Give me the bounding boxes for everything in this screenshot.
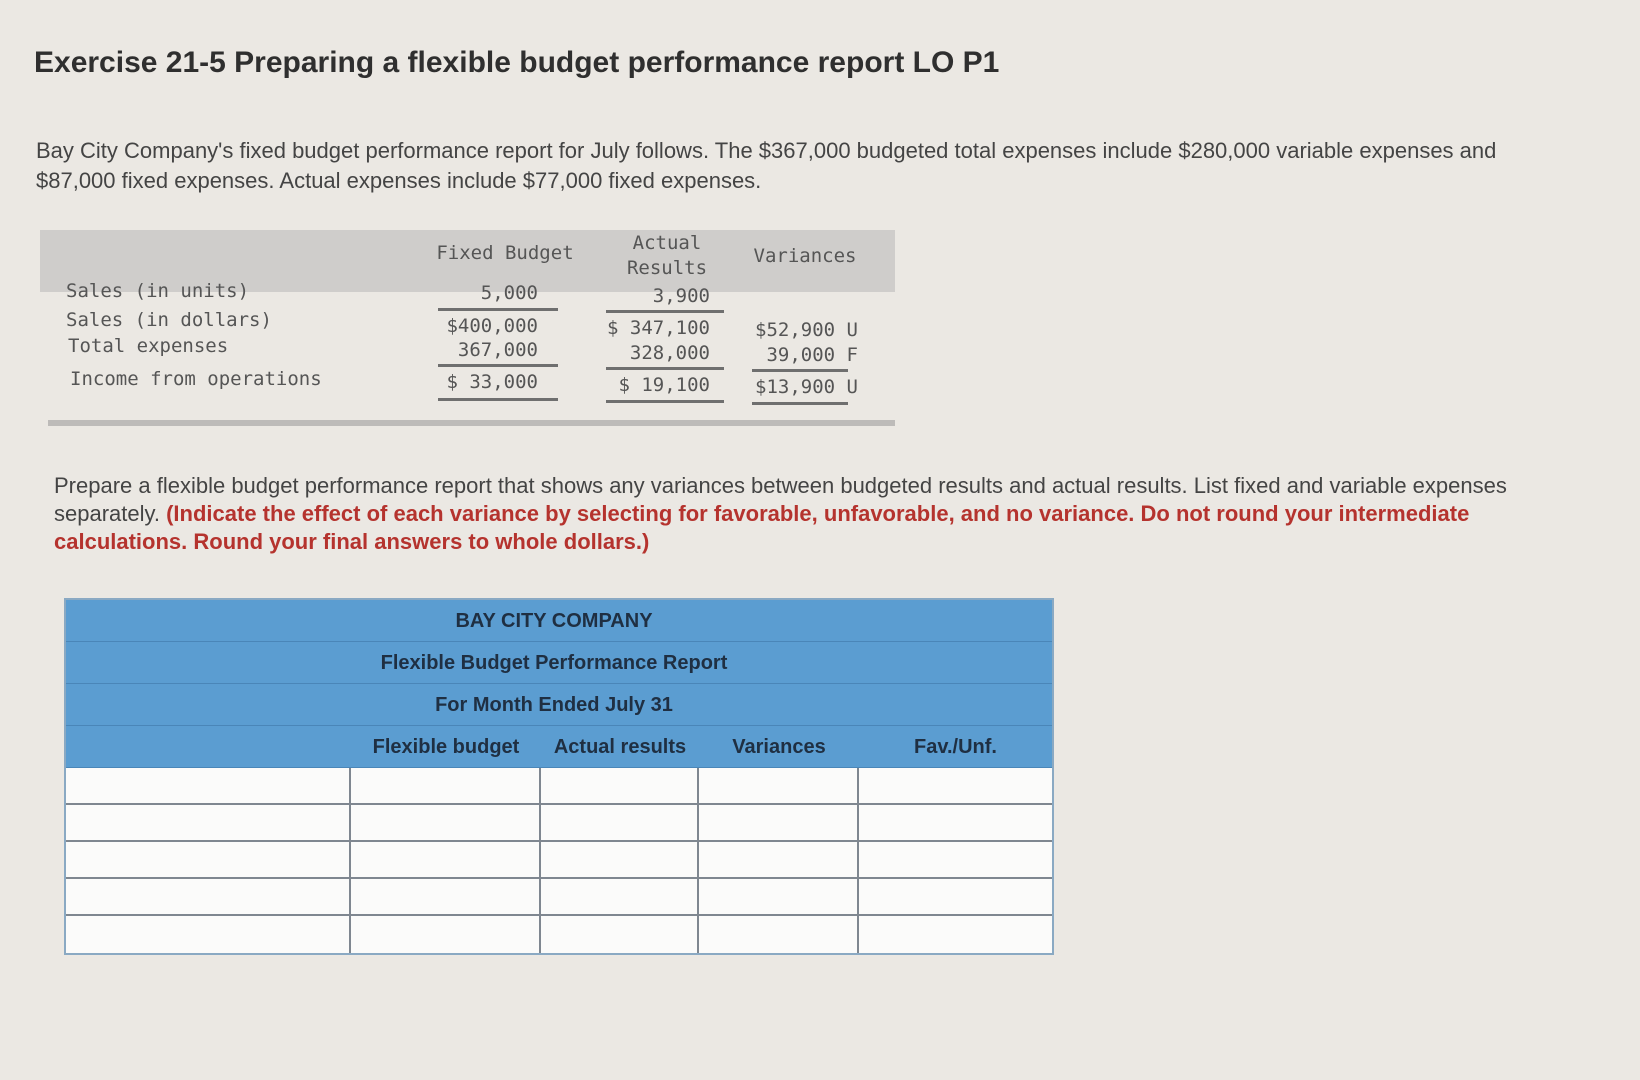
row-label-input[interactable] bbox=[66, 768, 349, 803]
fav-unf-select[interactable] bbox=[859, 768, 1052, 803]
fixed-income: $ 33,000 bbox=[446, 371, 538, 393]
table-row bbox=[66, 805, 1052, 842]
column-actual-results: Actual results bbox=[553, 736, 687, 758]
rule-fixed-1 bbox=[438, 308, 558, 311]
actual-results-input[interactable] bbox=[541, 805, 697, 840]
flexible-budget-input[interactable] bbox=[351, 768, 539, 803]
column-flexible-budget: Flexible budget bbox=[372, 736, 520, 758]
intro-text: Bay City Company's fixed budget performa… bbox=[36, 138, 1497, 193]
actual-results-input[interactable] bbox=[541, 916, 697, 953]
variance-sales-dollars: $52,900 U bbox=[755, 319, 858, 341]
row-label-sales-units: Sales (in units) bbox=[66, 280, 250, 302]
variances-input[interactable] bbox=[699, 805, 857, 840]
header-actual-line1: Actual bbox=[632, 232, 702, 254]
rule-fixed-3 bbox=[438, 398, 558, 401]
fixed-total-expenses: 367,000 bbox=[457, 339, 538, 361]
table-row bbox=[66, 916, 1052, 953]
variances-input[interactable] bbox=[699, 879, 857, 914]
row-label-input[interactable] bbox=[66, 916, 349, 953]
actual-sales-dollars: $ 347,100 bbox=[607, 317, 710, 339]
fixed-sales-dollars: $400,000 bbox=[446, 315, 538, 337]
actual-results-input[interactable] bbox=[541, 879, 697, 914]
report-bottom-rule bbox=[48, 420, 895, 426]
header-variances: Variances bbox=[753, 245, 857, 267]
header-actual-line2: Results bbox=[626, 257, 708, 279]
row-label-input[interactable] bbox=[66, 805, 349, 840]
header-fixed-budget: Fixed Budget bbox=[436, 242, 574, 264]
instructions-text: Prepare a flexible budget performance re… bbox=[54, 473, 1507, 526]
flexible-budget-input[interactable] bbox=[351, 805, 539, 840]
report-name: Flexible Budget Performance Report bbox=[380, 652, 728, 674]
report-name-row: Flexible Budget Performance Report bbox=[66, 642, 1052, 684]
flexible-budget-input[interactable] bbox=[351, 879, 539, 914]
column-variances: Variances bbox=[732, 736, 826, 758]
report-company-row: BAY CITY COMPANY bbox=[66, 600, 1052, 642]
table-row bbox=[66, 879, 1052, 916]
fav-unf-select[interactable] bbox=[859, 879, 1052, 914]
flexible-budget-report: BAY CITY COMPANY Flexible Budget Perform… bbox=[64, 598, 1054, 955]
fixed-report-header bbox=[40, 230, 895, 292]
row-label-sales-dollars: Sales (in dollars) bbox=[66, 309, 272, 331]
variances-input[interactable] bbox=[699, 842, 857, 877]
fixed-budget-report: Fixed Budget Actual Results Variances Sa… bbox=[40, 230, 895, 442]
rule-actual-3 bbox=[606, 400, 724, 403]
actual-income: $ 19,100 bbox=[618, 374, 710, 396]
rule-variance-2 bbox=[752, 369, 848, 372]
variance-income: $13,900 U bbox=[755, 376, 858, 398]
variances-input[interactable] bbox=[699, 768, 857, 803]
fav-unf-select[interactable] bbox=[859, 805, 1052, 840]
flexible-budget-input[interactable] bbox=[351, 842, 539, 877]
rule-fixed-2 bbox=[438, 364, 558, 367]
instructions: Prepare a flexible budget performance re… bbox=[54, 472, 1584, 556]
fav-unf-select[interactable] bbox=[859, 916, 1052, 953]
actual-results-input[interactable] bbox=[541, 768, 697, 803]
column-fav-unf: Fav./Unf. bbox=[914, 736, 997, 758]
actual-results-input[interactable] bbox=[541, 842, 697, 877]
instructions-emphasis: (Indicate the effect of each variance by… bbox=[54, 501, 1470, 554]
report-period-row: For Month Ended July 31 bbox=[66, 684, 1052, 726]
row-label-input[interactable] bbox=[66, 879, 349, 914]
report-columns-row: Flexible budget Actual results Variances… bbox=[66, 726, 1052, 768]
row-label-total-expenses: Total expenses bbox=[68, 335, 229, 357]
fixed-sales-units: 5,000 bbox=[480, 282, 538, 304]
rule-variance-3 bbox=[752, 402, 848, 405]
rule-actual-2 bbox=[606, 367, 724, 370]
report-period: For Month Ended July 31 bbox=[435, 694, 673, 716]
page-title: Exercise 21-5 Preparing a flexible budge… bbox=[34, 46, 1000, 79]
actual-total-expenses: 328,000 bbox=[629, 342, 710, 364]
row-label-input[interactable] bbox=[66, 842, 349, 877]
variances-input[interactable] bbox=[699, 916, 857, 953]
rule-actual-1 bbox=[606, 310, 724, 313]
table-row bbox=[66, 768, 1052, 805]
variance-total-expenses: 39,000 F bbox=[766, 344, 858, 366]
fav-unf-select[interactable] bbox=[859, 842, 1052, 877]
flexible-budget-input[interactable] bbox=[351, 916, 539, 953]
row-label-income: Income from operations bbox=[70, 368, 322, 390]
report-company: BAY CITY COMPANY bbox=[455, 610, 653, 632]
actual-sales-units: 3,900 bbox=[652, 285, 710, 307]
table-row bbox=[66, 842, 1052, 879]
